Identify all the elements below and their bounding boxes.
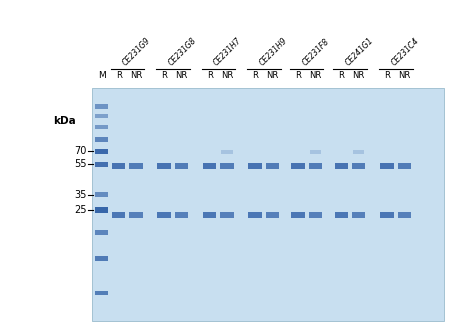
Bar [175, 212, 188, 218]
Text: NR: NR [130, 71, 142, 80]
Text: R: R [161, 71, 167, 80]
Bar [95, 291, 108, 296]
Bar [352, 212, 365, 218]
Bar [334, 212, 348, 218]
Bar [220, 163, 234, 169]
Bar [95, 162, 108, 167]
Text: NR: NR [267, 71, 278, 80]
Text: 70: 70 [75, 146, 87, 156]
Text: 25: 25 [75, 205, 87, 215]
Bar [112, 163, 126, 169]
Bar [291, 212, 305, 218]
Bar [353, 150, 364, 154]
Bar [157, 212, 171, 218]
Bar [248, 212, 262, 218]
Text: NR: NR [221, 71, 233, 80]
Text: 55: 55 [75, 159, 87, 169]
Text: 35: 35 [75, 190, 87, 200]
Bar [95, 137, 108, 142]
Bar [334, 163, 348, 169]
Bar [91, 89, 444, 321]
Bar [310, 150, 321, 154]
Bar [352, 163, 365, 169]
Bar [95, 207, 108, 213]
Bar [175, 163, 188, 169]
Bar [95, 104, 108, 109]
Bar [95, 256, 108, 261]
Text: R: R [207, 71, 212, 80]
Text: CE231G8: CE231G8 [167, 36, 198, 68]
Bar [203, 212, 217, 218]
Text: NR: NR [309, 71, 322, 80]
Text: NR: NR [353, 71, 365, 80]
Text: CE231C4: CE231C4 [389, 37, 421, 68]
Bar [308, 212, 322, 218]
Bar [380, 163, 394, 169]
Bar [291, 163, 305, 169]
Bar [157, 163, 171, 169]
Text: R: R [338, 71, 344, 80]
Bar [95, 114, 108, 118]
Text: kDa: kDa [54, 116, 76, 126]
Text: R: R [384, 71, 390, 80]
Bar [95, 230, 108, 235]
Bar [129, 212, 143, 218]
Bar [266, 212, 279, 218]
Text: CE231G9: CE231G9 [121, 36, 152, 68]
Bar [222, 150, 233, 154]
Bar [203, 163, 217, 169]
Text: NR: NR [399, 71, 411, 80]
Bar [95, 125, 108, 129]
Text: CE241G1: CE241G1 [344, 36, 375, 68]
Bar [398, 163, 411, 169]
Bar [95, 192, 108, 197]
Text: M: M [98, 71, 106, 80]
Bar [308, 163, 322, 169]
Bar [112, 212, 126, 218]
Text: CE231H9: CE231H9 [258, 36, 289, 68]
Text: R: R [252, 71, 258, 80]
Text: R: R [116, 71, 121, 80]
Text: CE231F8: CE231F8 [300, 37, 331, 68]
Bar [95, 149, 108, 154]
Text: CE231H7: CE231H7 [212, 36, 243, 68]
Bar [380, 212, 394, 218]
Bar [266, 163, 279, 169]
Text: R: R [295, 71, 301, 80]
Bar [398, 212, 411, 218]
Bar [220, 212, 234, 218]
Bar [129, 163, 143, 169]
Text: NR: NR [176, 71, 188, 80]
Bar [248, 163, 262, 169]
